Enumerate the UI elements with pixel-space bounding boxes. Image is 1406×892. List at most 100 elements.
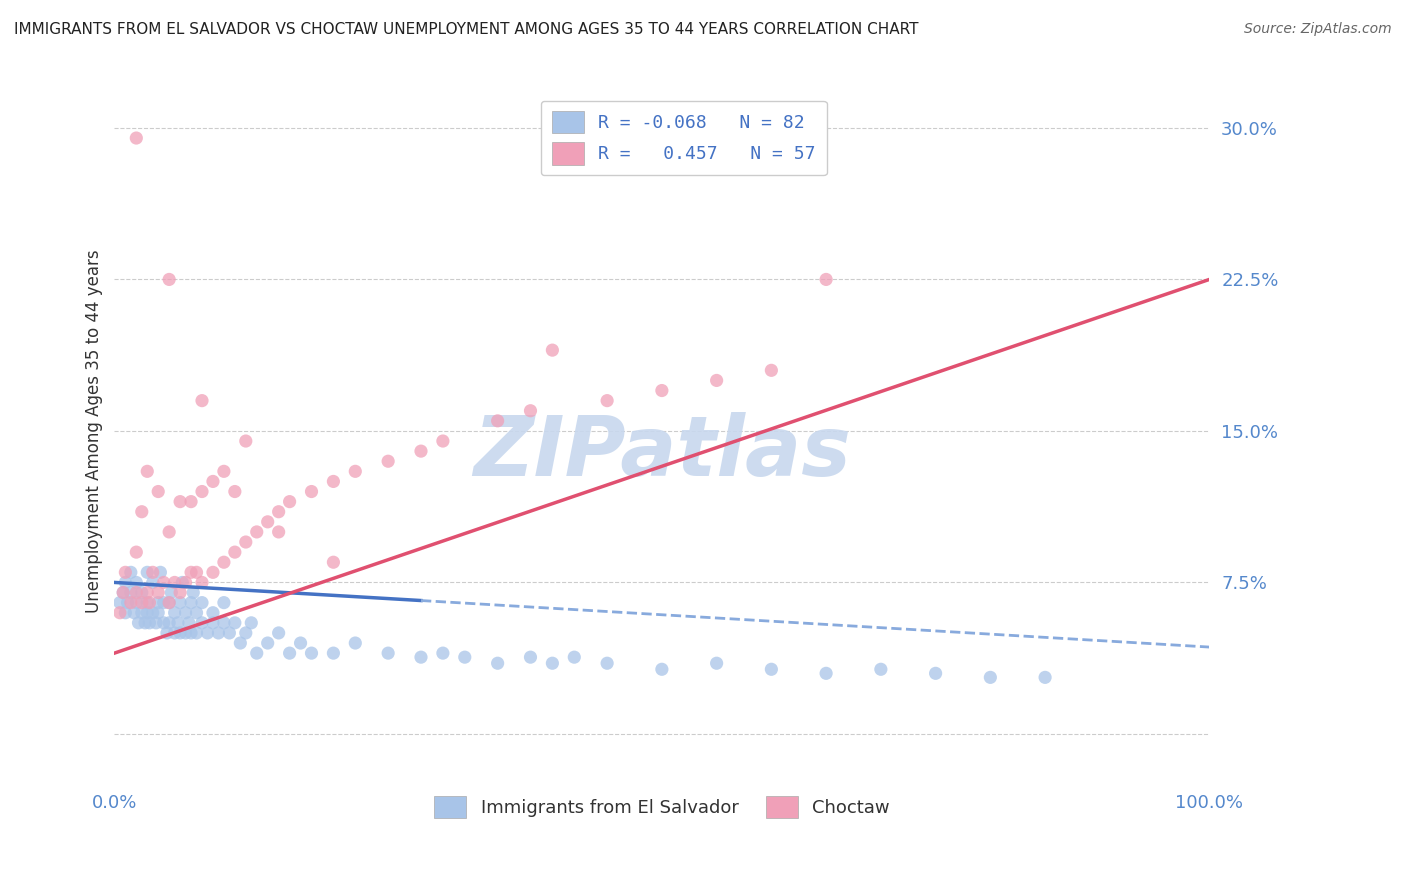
Point bbox=[157, 596, 180, 610]
Point bbox=[212, 555, 235, 569]
Point bbox=[201, 566, 224, 580]
Point bbox=[256, 636, 278, 650]
Point bbox=[201, 615, 224, 630]
Point bbox=[761, 662, 783, 676]
Text: ZIPatlas: ZIPatlas bbox=[472, 411, 851, 492]
Point bbox=[174, 575, 197, 590]
Point bbox=[180, 596, 202, 610]
Point bbox=[235, 626, 257, 640]
Point bbox=[149, 566, 172, 580]
Point bbox=[191, 393, 214, 408]
Point bbox=[706, 373, 728, 387]
Legend: Immigrants from El Salvador, Choctaw: Immigrants from El Salvador, Choctaw bbox=[426, 789, 897, 825]
Point bbox=[924, 666, 946, 681]
Point bbox=[152, 615, 174, 630]
Point bbox=[186, 626, 208, 640]
Point bbox=[454, 650, 477, 665]
Point bbox=[148, 596, 170, 610]
Point bbox=[112, 585, 135, 599]
Point bbox=[163, 575, 186, 590]
Point bbox=[163, 606, 186, 620]
Point bbox=[224, 484, 246, 499]
Point bbox=[191, 615, 214, 630]
Text: IMMIGRANTS FROM EL SALVADOR VS CHOCTAW UNEMPLOYMENT AMONG AGES 35 TO 44 YEARS CO: IMMIGRANTS FROM EL SALVADOR VS CHOCTAW U… bbox=[14, 22, 918, 37]
Point bbox=[815, 666, 838, 681]
Point bbox=[157, 524, 180, 539]
Point bbox=[180, 626, 202, 640]
Point bbox=[142, 566, 165, 580]
Point bbox=[191, 575, 214, 590]
Point bbox=[181, 585, 204, 599]
Point bbox=[157, 272, 180, 286]
Point bbox=[761, 363, 783, 377]
Point bbox=[138, 615, 160, 630]
Point bbox=[651, 384, 673, 398]
Point bbox=[201, 475, 224, 489]
Point bbox=[246, 646, 269, 660]
Point bbox=[169, 585, 191, 599]
Point bbox=[114, 566, 136, 580]
Point bbox=[290, 636, 312, 650]
Point bbox=[145, 615, 167, 630]
Point bbox=[120, 566, 142, 580]
Point bbox=[377, 646, 399, 660]
Point bbox=[267, 524, 290, 539]
Point bbox=[596, 657, 619, 671]
Point bbox=[562, 650, 585, 665]
Point bbox=[301, 484, 323, 499]
Point bbox=[218, 626, 240, 640]
Point bbox=[169, 626, 191, 640]
Point bbox=[256, 515, 278, 529]
Point bbox=[180, 494, 202, 508]
Point bbox=[136, 606, 159, 620]
Point bbox=[322, 475, 344, 489]
Point bbox=[191, 596, 214, 610]
Point bbox=[108, 596, 131, 610]
Point bbox=[432, 434, 454, 448]
Point bbox=[186, 566, 208, 580]
Point bbox=[541, 343, 564, 358]
Point bbox=[114, 606, 136, 620]
Y-axis label: Unemployment Among Ages 35 to 44 years: Unemployment Among Ages 35 to 44 years bbox=[86, 249, 103, 613]
Point bbox=[197, 626, 219, 640]
Point bbox=[174, 626, 197, 640]
Point bbox=[344, 464, 367, 478]
Point bbox=[377, 454, 399, 468]
Point bbox=[519, 650, 541, 665]
Point bbox=[122, 606, 145, 620]
Point bbox=[125, 596, 148, 610]
Point bbox=[870, 662, 893, 676]
Point bbox=[112, 585, 135, 599]
Point bbox=[486, 414, 509, 428]
Point bbox=[120, 596, 142, 610]
Point bbox=[267, 626, 290, 640]
Point bbox=[409, 650, 432, 665]
Point bbox=[125, 131, 148, 145]
Point bbox=[267, 505, 290, 519]
Point bbox=[409, 444, 432, 458]
Point bbox=[180, 566, 202, 580]
Point bbox=[201, 606, 224, 620]
Point bbox=[131, 585, 153, 599]
Point bbox=[160, 585, 183, 599]
Point bbox=[148, 484, 170, 499]
Point bbox=[167, 615, 190, 630]
Point bbox=[138, 596, 160, 610]
Point bbox=[172, 575, 194, 590]
Point bbox=[136, 585, 159, 599]
Point bbox=[519, 403, 541, 417]
Point bbox=[156, 626, 179, 640]
Point bbox=[207, 626, 229, 640]
Point bbox=[131, 596, 153, 610]
Point bbox=[125, 545, 148, 559]
Point bbox=[278, 494, 301, 508]
Point bbox=[651, 662, 673, 676]
Point bbox=[108, 606, 131, 620]
Point bbox=[131, 606, 153, 620]
Point bbox=[224, 545, 246, 559]
Point bbox=[815, 272, 838, 286]
Point bbox=[148, 606, 170, 620]
Point bbox=[186, 606, 208, 620]
Point bbox=[117, 596, 139, 610]
Point bbox=[148, 585, 170, 599]
